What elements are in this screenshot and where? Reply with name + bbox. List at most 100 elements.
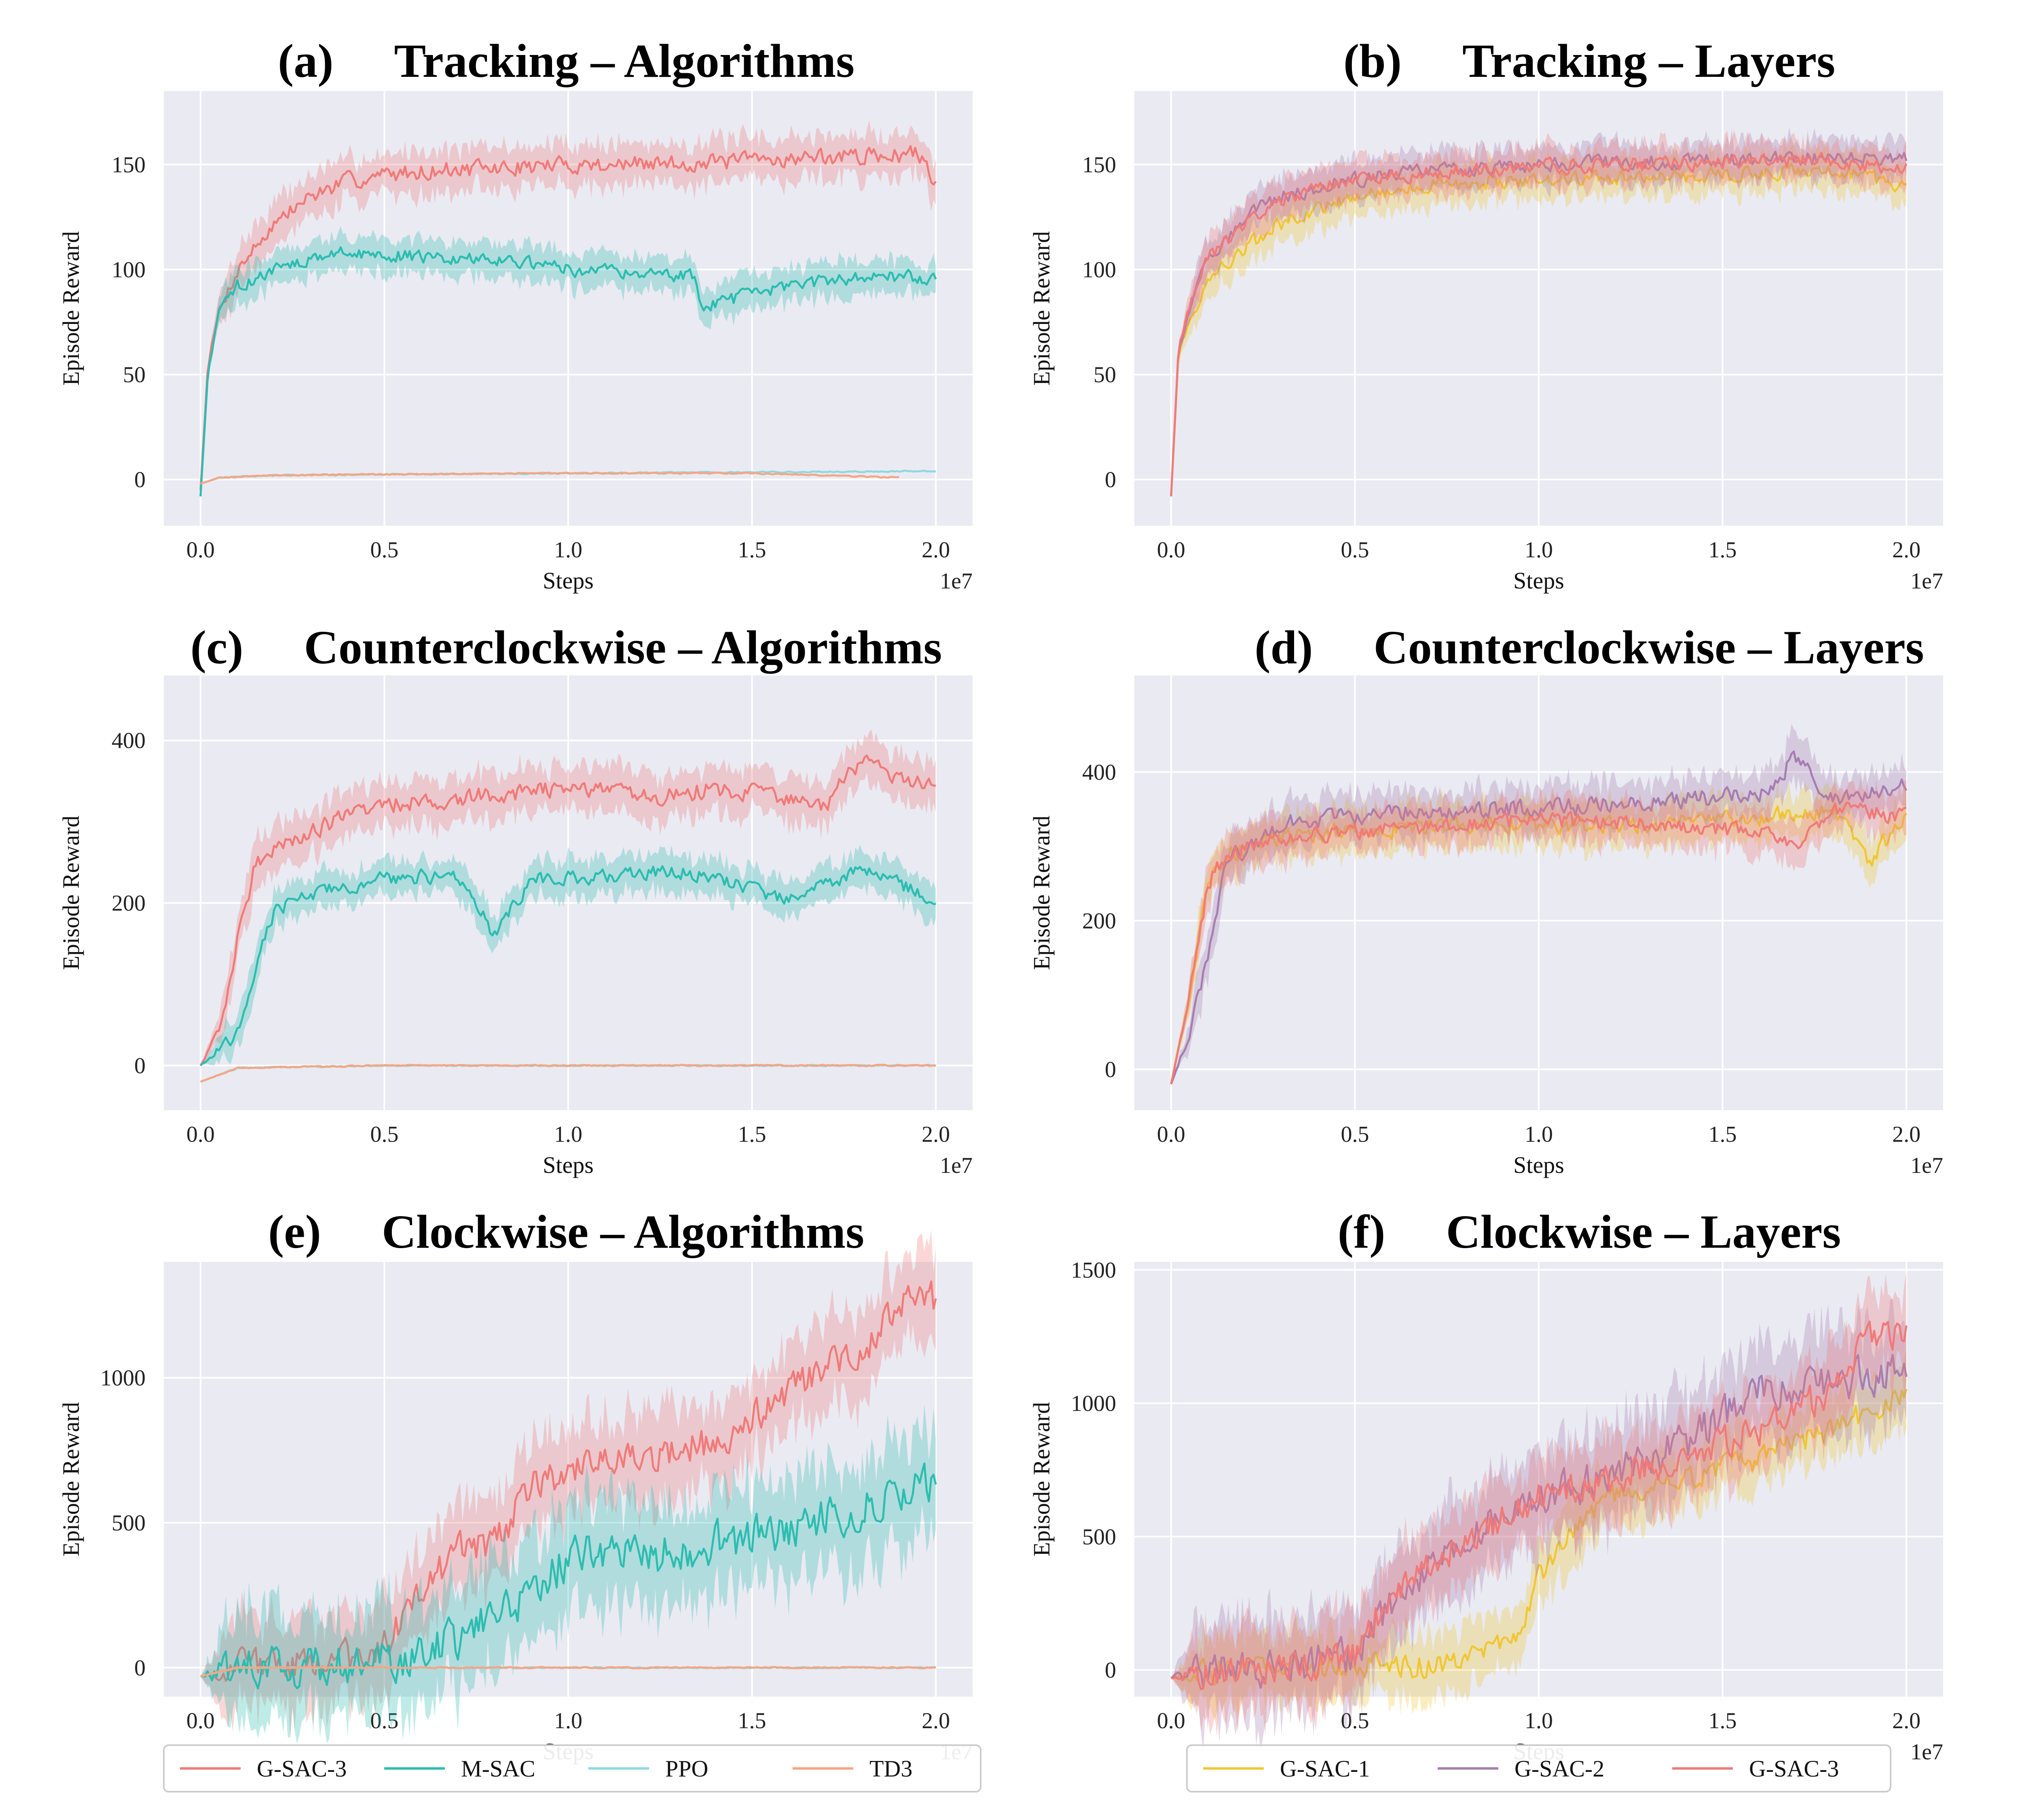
y-axis-label: Episode Reward xyxy=(1028,231,1055,386)
series-g-sac-3 xyxy=(1171,1271,1908,1737)
x-tick-label: 1.5 xyxy=(738,538,766,563)
series-m-sac xyxy=(199,226,937,497)
series-line xyxy=(1170,152,1908,497)
legend-frame xyxy=(163,1744,981,1792)
legend-label: G-SAC-3 xyxy=(257,1756,347,1782)
series-band xyxy=(200,1230,936,1739)
chart-title: (c) Counterclockwise – Algorithms xyxy=(190,621,942,674)
chart-title: (a) Tracking – Algorithms xyxy=(278,34,854,87)
x-tick-label: 0.0 xyxy=(186,538,215,563)
y-tick-label: 500 xyxy=(112,1511,146,1536)
y-tick-label: 0 xyxy=(1105,1057,1116,1082)
y-tick-label: 200 xyxy=(112,891,146,916)
series-g-sac-3 xyxy=(199,729,936,1066)
series-line xyxy=(199,246,937,497)
x-tick-label: 0.0 xyxy=(1157,538,1185,563)
legend-entry: M-SAC xyxy=(384,1756,535,1782)
panel-title: Tracking – Layers xyxy=(1462,34,1835,87)
x-tick-label: 2.0 xyxy=(922,1708,950,1733)
y-axis-label: Episode Reward xyxy=(58,231,84,386)
x-tick-label: 0.0 xyxy=(1157,1122,1185,1147)
legend-entry: G-SAC-1 xyxy=(1203,1756,1370,1782)
x-tick-label: 0.5 xyxy=(1341,1708,1369,1733)
chart-panel-2: 0.0 0.5 1.0 1.5 2.0 0 50 100 150 (b) Tracking – La… xyxy=(1028,34,1943,594)
x-tick-label: 2.0 xyxy=(1892,538,1920,563)
y-tick-label: 50 xyxy=(1093,362,1116,387)
series-g-sac-1 xyxy=(1170,777,1908,1085)
x-tick-label: 1.0 xyxy=(1525,538,1553,563)
series-band xyxy=(200,844,936,1066)
legends: G-SAC-3 M-SAC PPO TD3 G-SAC-1 G-SAC-2 G-SAC-3 xyxy=(163,1744,1891,1792)
series-line xyxy=(200,1064,936,1083)
panel-letter: (e) xyxy=(268,1205,321,1258)
series-line xyxy=(200,472,899,485)
series-g-sac-3 xyxy=(199,120,937,490)
legend-label: PPO xyxy=(665,1756,708,1782)
x-tick-label: 1.5 xyxy=(738,1122,766,1147)
x-axis-label: Steps xyxy=(1513,567,1564,594)
series-band xyxy=(1171,724,1907,1084)
legend-entry: TD3 xyxy=(793,1756,912,1782)
x-tick-label: 2.0 xyxy=(1892,1122,1920,1147)
chart-panel-5: 0.0 0.5 1.0 1.5 2.0 0 500 1000 (e) Clockwise – Al… xyxy=(58,1205,973,1765)
y-tick-label: 0 xyxy=(134,1655,146,1680)
y-tick-label: 400 xyxy=(112,728,146,753)
x-multiplier: 1e7 xyxy=(1910,569,1943,594)
chart-panel-3: 0.0 0.5 1.0 1.5 2.0 0 200 400 (c) Counterclockwis… xyxy=(58,621,973,1178)
x-tick-label: 1.5 xyxy=(1709,1122,1737,1147)
chart-panel-1: 0.0 0.5 1.0 1.5 2.0 0 50 100 150 (a) Tracking – Al… xyxy=(58,34,973,594)
y-tick-label: 0 xyxy=(134,1053,146,1078)
series-band xyxy=(1171,1299,1907,1755)
panel-title: Tracking – Algorithms xyxy=(394,34,855,87)
x-tick-label: 0.0 xyxy=(186,1708,215,1733)
y-tick-label: 1000 xyxy=(1071,1391,1116,1416)
series-td3 xyxy=(200,1064,936,1083)
x-tick-label: 0.5 xyxy=(1341,1122,1369,1147)
series-line xyxy=(199,145,937,490)
x-tick-label: 0.0 xyxy=(186,1122,215,1147)
series-band xyxy=(1171,143,1907,497)
series-band xyxy=(1171,1350,1907,1721)
x-multiplier: 1e7 xyxy=(1910,1740,1943,1765)
series-line xyxy=(199,754,936,1066)
legend-2: G-SAC-1 G-SAC-2 G-SAC-3 xyxy=(1186,1744,1891,1792)
x-tick-label: 0.5 xyxy=(370,1122,398,1147)
y-tick-label: 0 xyxy=(1105,468,1116,493)
y-tick-label: 200 xyxy=(1082,908,1116,933)
legend-frame xyxy=(1186,1744,1891,1792)
y-tick-label: 150 xyxy=(1082,152,1116,178)
series-line xyxy=(200,865,936,1067)
series-m-sac xyxy=(200,1404,937,1744)
legend-entry: G-SAC-3 xyxy=(1672,1756,1839,1782)
panel-letter: (a) xyxy=(278,34,334,87)
chart-title: (b) Tracking – Layers xyxy=(1343,34,1835,87)
series-line xyxy=(1170,802,1907,1085)
chart-title: (e) Clockwise – Algorithms xyxy=(268,1205,864,1258)
chart-title: (f) Clockwise – Layers xyxy=(1338,1205,1841,1258)
series-band xyxy=(200,120,936,490)
chart-panel-4: 0.0 0.5 1.0 1.5 2.0 0 200 400 (d) Counterclockwis… xyxy=(1028,621,1943,1178)
x-tick-label: 1.5 xyxy=(1709,538,1737,563)
y-tick-label: 0 xyxy=(1105,1658,1116,1683)
y-axis-label: Episode Reward xyxy=(1028,816,1055,970)
legend-label: G-SAC-3 xyxy=(1749,1756,1839,1782)
legend-label: M-SAC xyxy=(461,1756,535,1782)
series-g-sac-3 xyxy=(1170,130,1908,497)
series-g-sac-1 xyxy=(1170,143,1907,497)
x-tick-label: 1.5 xyxy=(1709,1708,1737,1733)
series-band xyxy=(1171,130,1907,497)
series-band xyxy=(1171,1271,1907,1737)
series-m-sac xyxy=(200,844,936,1067)
legend-label: G-SAC-2 xyxy=(1514,1756,1604,1782)
y-tick-label: 50 xyxy=(123,362,146,387)
chart-panels: 0.0 0.5 1.0 1.5 2.0 0 50 100 150 (a) Tracking – Al… xyxy=(58,34,1943,1765)
x-multiplier: 1e7 xyxy=(940,569,973,594)
legend-label: TD3 xyxy=(869,1756,912,1782)
panel-title: Clockwise – Layers xyxy=(1446,1205,1841,1258)
series-band xyxy=(200,729,936,1066)
series-line xyxy=(1170,805,1908,1085)
x-tick-label: 1.0 xyxy=(1525,1708,1553,1733)
series-band xyxy=(1171,777,1907,1084)
panel-letter: (b) xyxy=(1343,34,1402,87)
